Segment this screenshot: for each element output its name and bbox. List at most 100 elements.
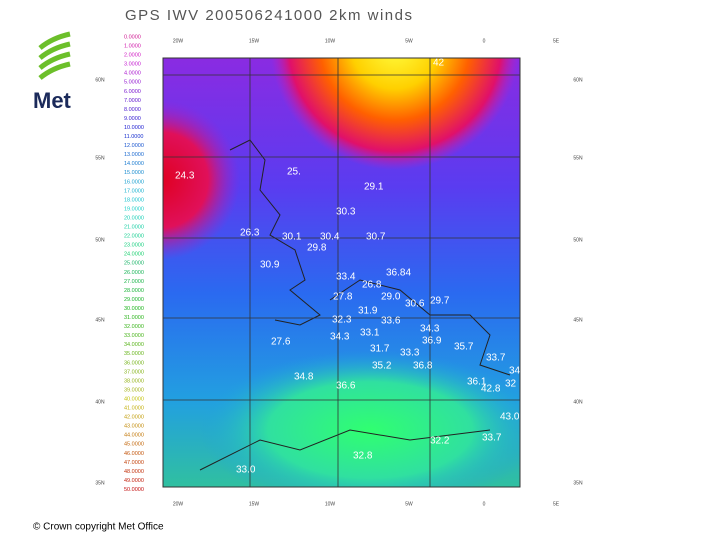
station-value: 31.9 (358, 306, 378, 317)
station-value: 30.6 (405, 299, 425, 310)
station-value: 26.3 (240, 228, 260, 239)
station-value: 29.0 (381, 292, 401, 303)
station-value: 33.0 (236, 465, 256, 476)
legend-label: 38.0000 (124, 378, 144, 384)
title: GPS IWV 200506241000 2km winds (125, 7, 413, 24)
legend-label: 18.0000 (124, 197, 144, 203)
legend-label: 41.0000 (124, 406, 144, 412)
right-axis-label: 45N (573, 317, 583, 323)
legend-label: 17.0000 (124, 188, 144, 194)
legend-label: 16.0000 (124, 179, 144, 185)
legend-label: 28.0000 (124, 288, 144, 294)
station-value: 30.7 (366, 232, 386, 243)
station-value: 36.8 (413, 361, 433, 372)
station-value: 33.7 (482, 433, 502, 444)
legend-label: 13.0000 (124, 152, 144, 158)
station-value: 33.6 (381, 316, 401, 327)
legend-label: 35.0000 (124, 351, 144, 357)
legend-label: 4.0000 (124, 71, 141, 77)
legend-label: 31.0000 (124, 315, 144, 321)
legend-label: 3.0000 (124, 62, 141, 68)
station-value: 34.8 (509, 366, 529, 377)
legend-label: 2.0000 (124, 53, 141, 59)
station-value: 29.7 (430, 296, 450, 307)
station-value: 31.7 (370, 344, 390, 355)
legend-label: 25.0000 (124, 261, 144, 267)
legend-label: 6.0000 (124, 89, 141, 95)
station-value: 34.3 (420, 324, 440, 335)
graticule: 20W 15W 10W 5W 0 5E 20W 15W 10W 5W 0 5E 60N 55N 50N 45N… (95, 38, 583, 507)
map-field (163, 58, 520, 487)
legend-label: 19.0000 (124, 206, 144, 212)
station-value: 30.1 (282, 232, 302, 243)
left-axis-label: 40N (95, 399, 105, 405)
station-value: 27.6 (271, 337, 291, 348)
station-value: 24.3 (175, 171, 195, 182)
station-value: 33.4 (336, 272, 356, 283)
legend-label: 39.0000 (124, 387, 144, 393)
station-value: 30.9 (260, 260, 280, 271)
legend-label: 36.0000 (124, 360, 144, 366)
legend-label: 20.0000 (124, 215, 144, 221)
legend-label: 29.0000 (124, 297, 144, 303)
legend-label: 48.0000 (124, 469, 144, 475)
copyright: © Crown copyright Met Office (33, 522, 164, 533)
bottom-axis-label: 15W (249, 501, 260, 507)
station-value: 34.8 (294, 372, 314, 383)
station-value: 26.8 (362, 280, 382, 291)
station-value: 32.3 (332, 315, 352, 326)
legend-label: 34.0000 (124, 342, 144, 348)
legend-label: 1.0000 (124, 44, 141, 50)
legend-label: 42.0000 (124, 415, 144, 421)
left-axis-label: 50N (95, 237, 105, 243)
station-value: 42.8 (481, 384, 501, 395)
station-value: 32 (505, 379, 517, 390)
legend: 0.0000 1.0000 2.0000 3.0000 4.0000 5.0000 6.00… (124, 34, 144, 493)
station-value: 35.2 (372, 361, 392, 372)
left-axis-label: 60N (95, 77, 105, 83)
legend-label: 5.0000 (124, 80, 141, 86)
station-value: 36.84 (386, 268, 411, 279)
legend-label: 8.0000 (124, 107, 141, 113)
bottom-axis-label: 5W (405, 501, 413, 507)
legend-label: 32.0000 (124, 324, 144, 330)
map-frame (162, 57, 521, 488)
legend-label: 10.0000 (124, 125, 144, 131)
station-value: 36.9 (422, 336, 442, 347)
station-value: 30.3 (336, 207, 356, 218)
legend-label: 15.0000 (124, 170, 144, 176)
legend-label: 23.0000 (124, 243, 144, 249)
legend-label: 43.0000 (124, 424, 144, 430)
right-axis-label: 35N (573, 480, 583, 486)
legend-label: 49.0000 (124, 478, 144, 484)
station-value: 42 (433, 58, 445, 69)
right-axis-label: 55N (573, 155, 583, 161)
legend-label: 12.0000 (124, 143, 144, 149)
station-value: 36.6 (336, 381, 356, 392)
station-value: 32.2 (430, 436, 450, 447)
station-value: 35.7 (454, 342, 474, 353)
legend-label: 44.0000 (124, 433, 144, 439)
legend-label: 0.0000 (124, 34, 141, 40)
bottom-axis-label: 10W (325, 501, 336, 507)
station-value: 36.1 (467, 377, 487, 388)
legend-label: 22.0000 (124, 234, 144, 240)
station-value: 32.8 (353, 451, 373, 462)
station-values: 24.3 25. 29.1 30.3 26.3 30.1 30.4 30.7 29.8 30.9 3… (175, 58, 529, 476)
legend-label: 7.0000 (124, 98, 141, 104)
legend-label: 50.0000 (124, 487, 144, 493)
legend-label: 9.0000 (124, 116, 141, 122)
legend-label: 11.0000 (124, 134, 143, 140)
top-axis-label: 0 (483, 38, 486, 44)
top-axis-label: 15W (249, 38, 260, 44)
station-value: 29.8 (307, 243, 327, 254)
top-axis-label: 5E (553, 38, 560, 44)
left-axis-label: 45N (95, 317, 105, 323)
bottom-axis-label: 0 (483, 501, 486, 507)
legend-label: 40.0000 (124, 396, 144, 402)
legend-label: 21.0000 (124, 225, 144, 231)
right-axis-label: 60N (573, 77, 583, 83)
station-value: 33.7 (486, 353, 506, 364)
legend-label: 26.0000 (124, 270, 144, 276)
